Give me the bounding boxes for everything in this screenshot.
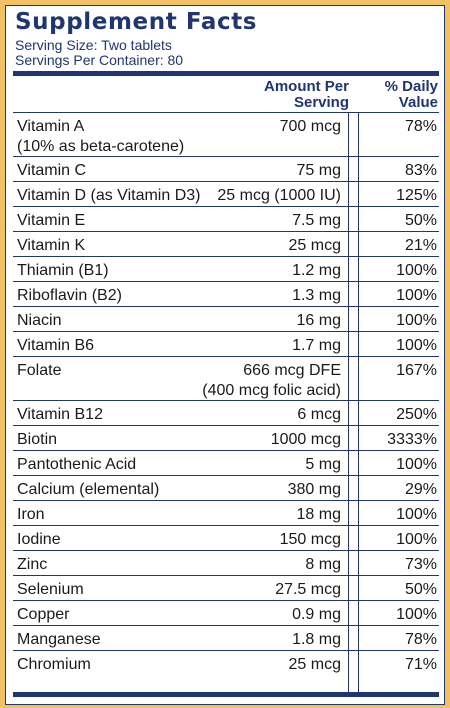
nutrient-name: Niacin	[17, 312, 62, 329]
nutrient-name: Riboflavin (B2)	[17, 287, 122, 304]
nutrient-row: Calcium (elemental) 380 mg 29%	[13, 475, 439, 500]
nutrient-name: Calcium (elemental)	[17, 481, 160, 498]
header-daily-value: % Daily Value	[384, 78, 438, 111]
nutrient-name: Chromium	[17, 656, 91, 673]
nutrient-row: Zinc 8 mg 73%	[13, 550, 439, 575]
nutrient-daily-value: 100%	[396, 262, 437, 279]
nutrient-row: Vitamin B6 1.7 mg 100%	[13, 331, 439, 356]
nutrient-row: Biotin 1000 mcg 3333%	[13, 425, 439, 450]
nutrient-daily-value: 83%	[404, 162, 437, 179]
nutrient-name: Vitamin D (as Vitamin D3)	[17, 187, 201, 204]
nutrient-name: Manganese	[17, 631, 101, 648]
nutrient-amount: 7.5 mg	[292, 212, 341, 229]
nutrient-row: Pantothenic Acid 5 mg 100%	[13, 450, 439, 475]
nutrient-name: Selenium	[17, 581, 84, 598]
nutrient-amount: 25 mcg (1000 IU)	[217, 187, 341, 204]
nutrient-daily-value: 21%	[404, 237, 437, 254]
nutrient-name: Vitamin K	[17, 237, 86, 254]
bottom-rule	[13, 692, 439, 697]
column-divider	[348, 112, 349, 692]
nutrient-amount: 25 mcg	[288, 656, 341, 673]
nutrient-row: Vitamin B12 6 mcg 250%	[13, 400, 439, 425]
servings-per-container: Servings Per Container: 80	[15, 52, 184, 68]
nutrient-row: Chromium 25 mcg 71%	[13, 650, 439, 675]
nutrient-row: Vitamin C 75 mg 83%	[13, 156, 439, 181]
nutrient-amount: 1.2 mg	[292, 262, 341, 279]
nutrient-daily-value: 73%	[404, 556, 437, 573]
nutrient-daily-value: 3333%	[387, 431, 437, 448]
nutrient-amount: 6 mcg	[297, 406, 341, 423]
nutrient-daily-value: 100%	[396, 506, 437, 523]
nutrient-amount: 18 mg	[296, 506, 341, 523]
nutrient-daily-value: 78%	[404, 631, 437, 648]
nutrient-amount: 150 mcg	[279, 531, 341, 548]
nutrient-name: Biotin	[17, 431, 58, 448]
nutrient-amount: 700 mcg	[279, 118, 341, 135]
nutrient-daily-value: 100%	[396, 531, 437, 548]
nutrient-name: Vitamin E	[17, 212, 86, 229]
nutrient-row: Iodine 150 mcg 100%	[13, 525, 439, 550]
nutrient-name: Folate	[17, 362, 62, 379]
nutrient-name: Vitamin C	[17, 162, 87, 179]
nutrient-amount: 16 mg	[296, 312, 341, 329]
nutrient-name: Thiamin (B1)	[17, 262, 109, 279]
header-amount-per-serving: Amount Per Serving	[263, 78, 349, 111]
nutrient-amount: 1000 mcg	[270, 431, 341, 448]
nutrient-amount: 1.3 mg	[292, 287, 341, 304]
serving-size: Serving Size: Two tablets	[15, 37, 172, 53]
nutrient-row: Selenium 27.5 mcg 50%	[13, 575, 439, 600]
nutrient-amount: 8 mg	[305, 556, 341, 573]
nutrient-daily-value: 50%	[404, 212, 437, 229]
nutrient-amount: 27.5 mcg	[275, 581, 341, 598]
top-rule	[13, 71, 439, 76]
nutrient-daily-value: 100%	[396, 312, 437, 329]
nutrient-row: Manganese 1.8 mg 78%	[13, 625, 439, 650]
nutrient-amount: 0.9 mg	[292, 606, 341, 623]
nutrient-name: Iodine	[17, 531, 61, 548]
nutrient-row: Vitamin A (10% as beta-carotene) 700 mcg 7…	[13, 112, 439, 156]
supplement-facts-panel: Supplement Facts Serving Size: Two table…	[5, 5, 445, 705]
nutrient-daily-value: 71%	[404, 656, 437, 673]
nutrient-amount: 75 mg	[296, 162, 341, 179]
nutrient-daily-value: 100%	[396, 337, 437, 354]
nutrient-daily-value: 78%	[404, 118, 437, 135]
nutrient-name: Vitamin B12	[17, 406, 103, 423]
nutrient-amount: 25 mcg	[288, 237, 341, 254]
nutrient-name: Copper	[17, 606, 70, 623]
nutrient-row: Thiamin (B1) 1.2 mg 100%	[13, 256, 439, 281]
nutrient-name: Iron	[17, 506, 45, 523]
nutrient-daily-value: 100%	[396, 456, 437, 473]
nutrient-row: Folate 666 mcg DFE (400 mcg folic acid) 16…	[13, 356, 439, 400]
nutrient-daily-value: 250%	[396, 406, 437, 423]
nutrient-row: Copper 0.9 mg 100%	[13, 600, 439, 625]
nutrient-row: Vitamin E 7.5 mg 50%	[13, 206, 439, 231]
nutrient-amount: 5 mg	[305, 456, 341, 473]
nutrient-amount: 666 mcg DFE (400 mcg folic acid)	[202, 362, 341, 399]
nutrient-amount: 1.8 mg	[292, 631, 341, 648]
column-divider	[358, 112, 359, 692]
nutrient-daily-value: 29%	[404, 481, 437, 498]
nutrient-name: Vitamin B6	[17, 337, 95, 354]
nutrient-daily-value: 50%	[404, 581, 437, 598]
nutrient-table: Vitamin A (10% as beta-carotene) 700 mcg 7…	[13, 112, 439, 675]
nutrient-amount: 380 mg	[287, 481, 341, 498]
nutrient-amount: 1.7 mg	[292, 337, 341, 354]
nutrient-name: Vitamin A (10% as beta-carotene)	[17, 118, 185, 155]
nutrient-daily-value: 100%	[396, 287, 437, 304]
nutrient-daily-value: 167%	[396, 362, 437, 379]
nutrient-row: Niacin 16 mg 100%	[13, 306, 439, 331]
nutrient-row: Vitamin K 25 mcg 21%	[13, 231, 439, 256]
nutrient-daily-value: 100%	[396, 606, 437, 623]
nutrient-daily-value: 125%	[396, 187, 437, 204]
nutrient-row: Riboflavin (B2) 1.3 mg 100%	[13, 281, 439, 306]
label-title: Supplement Facts	[15, 9, 258, 35]
nutrient-name: Zinc	[17, 556, 48, 573]
nutrient-row: Iron 18 mg 100%	[13, 500, 439, 525]
nutrient-name: Pantothenic Acid	[17, 456, 137, 473]
nutrient-row: Vitamin D (as Vitamin D3) 25 mcg (1000 IU…	[13, 181, 439, 206]
